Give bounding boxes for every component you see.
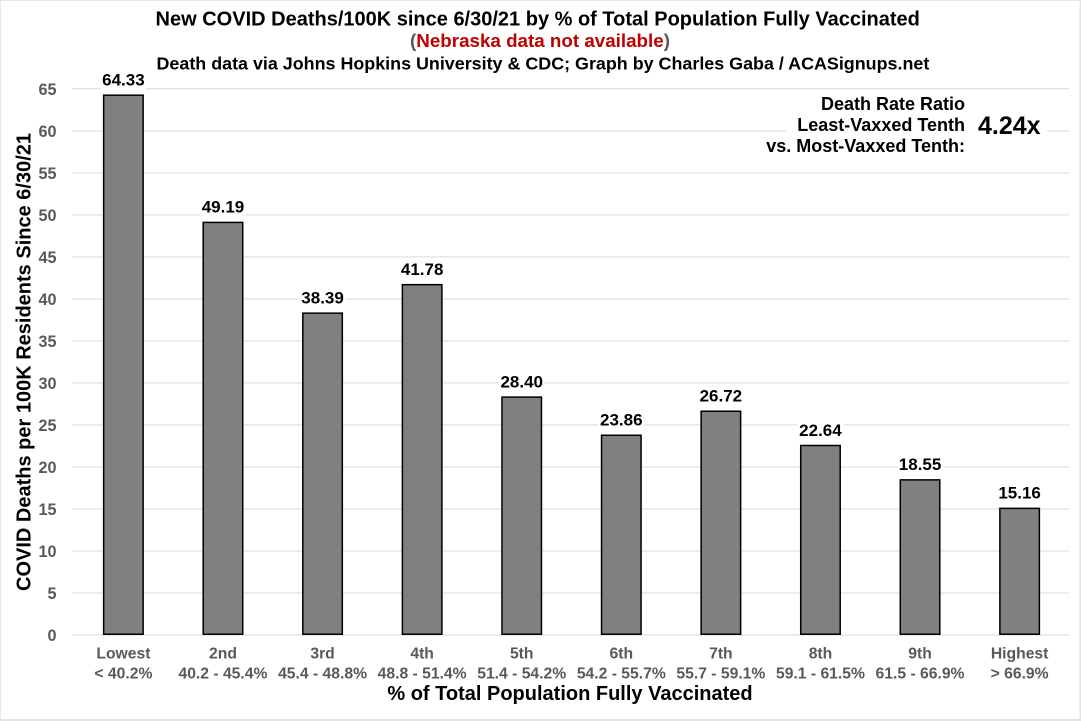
svg-text:New COVID Deaths/100K since 6/: New COVID Deaths/100K since 6/30/21 by %… — [156, 8, 920, 30]
svg-text:61.5 - 66.9%: 61.5 - 66.9% — [876, 666, 965, 683]
svg-text:8th: 8th — [809, 646, 833, 663]
svg-text:(Nebraska data not available): (Nebraska data not available) — [410, 30, 670, 51]
svg-text:4.24x: 4.24x — [978, 112, 1041, 140]
svg-text:55: 55 — [38, 165, 56, 183]
svg-text:40: 40 — [38, 291, 56, 309]
svg-text:7th: 7th — [709, 646, 733, 663]
svg-text:3rd: 3rd — [310, 646, 334, 663]
svg-text:15: 15 — [38, 501, 56, 519]
svg-text:35: 35 — [38, 333, 56, 351]
svg-text:9th: 9th — [908, 646, 932, 663]
svg-text:Highest: Highest — [991, 646, 1049, 663]
svg-text:55.7 - 59.1%: 55.7 - 59.1% — [676, 666, 765, 683]
svg-text:10: 10 — [38, 543, 56, 561]
svg-text:15.16: 15.16 — [998, 484, 1041, 503]
svg-text:60: 60 — [38, 123, 56, 141]
svg-text:45: 45 — [38, 249, 56, 267]
svg-text:45.4 - 48.8%: 45.4 - 48.8% — [278, 666, 367, 683]
svg-text:51.4 - 54.2%: 51.4 - 54.2% — [477, 666, 566, 683]
svg-text:2nd: 2nd — [209, 646, 237, 663]
svg-text:Death Rate Ratio: Death Rate Ratio — [821, 94, 965, 114]
svg-text:Lowest: Lowest — [96, 646, 151, 663]
svg-text:% of Total Population Fully Va: % of Total Population Fully Vaccinated — [387, 683, 752, 705]
svg-text:Death data via Johns Hopkins U: Death data via Johns Hopkins University … — [157, 53, 930, 73]
svg-text:0: 0 — [47, 627, 56, 645]
svg-text:6th: 6th — [610, 646, 634, 663]
svg-text:26.72: 26.72 — [700, 386, 743, 405]
svg-text:> 66.9%: > 66.9% — [991, 666, 1049, 683]
svg-text:18.55: 18.55 — [899, 455, 942, 474]
svg-text:59.1 - 61.5%: 59.1 - 61.5% — [776, 666, 865, 683]
svg-text:20: 20 — [38, 459, 56, 477]
svg-text:vs. Most-Vaxxed Tenth:: vs. Most-Vaxxed Tenth: — [766, 136, 965, 156]
svg-text:28.40: 28.40 — [500, 372, 543, 391]
svg-text:48.8 - 51.4%: 48.8 - 51.4% — [378, 666, 467, 683]
svg-text:23.86: 23.86 — [600, 411, 643, 430]
svg-text:4th: 4th — [410, 646, 434, 663]
svg-text:5th: 5th — [510, 646, 534, 663]
svg-text:54.2 - 55.7%: 54.2 - 55.7% — [577, 666, 666, 683]
svg-text:25: 25 — [38, 417, 56, 435]
svg-text:50: 50 — [38, 207, 56, 225]
svg-text:65: 65 — [38, 81, 56, 99]
svg-text:COVID Deaths per 100K Resident: COVID Deaths per 100K Residents Since 6/… — [14, 133, 36, 591]
svg-text:40.2 - 45.4%: 40.2 - 45.4% — [178, 666, 267, 683]
svg-text:41.78: 41.78 — [401, 260, 444, 279]
svg-text:64.33: 64.33 — [102, 70, 145, 89]
svg-text:49.19: 49.19 — [202, 198, 245, 217]
svg-text:5: 5 — [47, 585, 56, 603]
svg-text:22.64: 22.64 — [799, 421, 842, 440]
svg-text:< 40.2%: < 40.2% — [94, 666, 152, 683]
svg-text:Least-Vaxxed Tenth: Least-Vaxxed Tenth — [797, 115, 965, 135]
svg-text:38.39: 38.39 — [301, 288, 344, 307]
svg-text:30: 30 — [38, 375, 56, 393]
